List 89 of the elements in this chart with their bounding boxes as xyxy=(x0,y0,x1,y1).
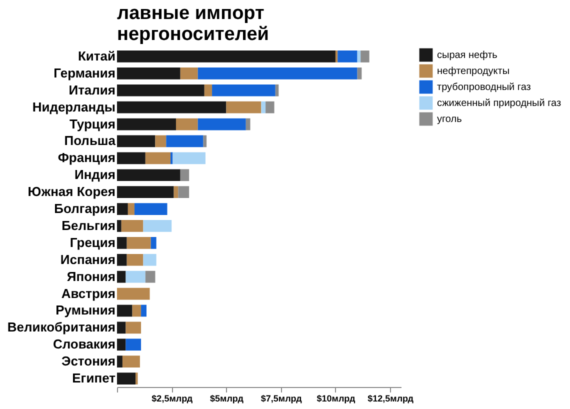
y-tick-label: Болгария xyxy=(54,201,116,216)
bar xyxy=(117,236,127,249)
bar xyxy=(117,135,156,148)
bar xyxy=(117,101,226,114)
bar xyxy=(132,304,142,317)
bar xyxy=(134,203,168,215)
bar xyxy=(145,152,171,164)
y-tick-label: Германия xyxy=(54,65,116,80)
bar xyxy=(357,67,362,80)
bar xyxy=(126,338,142,351)
bar xyxy=(126,270,146,283)
bar xyxy=(212,84,276,96)
bar xyxy=(180,169,190,182)
y-tick-label: Китай xyxy=(78,48,116,64)
y-tick-label: Великобритания xyxy=(7,320,116,335)
bar xyxy=(117,203,128,215)
bar xyxy=(122,356,140,368)
bar xyxy=(117,186,174,198)
bar xyxy=(117,356,122,368)
bar xyxy=(143,220,172,232)
bar xyxy=(126,322,142,334)
x-tick-label: $5млрд xyxy=(210,394,244,404)
bar xyxy=(275,84,279,96)
bar xyxy=(117,288,150,300)
bar xyxy=(246,118,250,130)
y-tick-label: Словакия xyxy=(52,336,116,352)
bar xyxy=(204,84,212,96)
y-tick-label: Южная Корея xyxy=(28,184,116,200)
bar xyxy=(178,186,190,198)
bar xyxy=(117,220,122,232)
y-tick-label: Египет xyxy=(72,370,116,386)
x-tick-label: $10млрд xyxy=(316,394,356,404)
y-tick-label: Турция xyxy=(69,116,116,132)
y-tick-label: Эстония xyxy=(61,354,116,369)
legend-label: уголь xyxy=(437,114,462,125)
y-tick-label: Румыния xyxy=(56,302,116,318)
bar xyxy=(338,50,358,62)
x-tick-label: $7,5млрд xyxy=(260,394,302,404)
bar xyxy=(180,67,198,80)
y-tick-label: Италия xyxy=(68,82,116,98)
bar xyxy=(150,236,156,249)
bar xyxy=(128,203,134,215)
y-tick-label: Польша xyxy=(64,133,116,148)
y-tick-label: Испания xyxy=(60,252,116,267)
bar xyxy=(145,270,156,283)
x-tick-label: $2,5млрд xyxy=(152,394,193,404)
bar xyxy=(357,50,361,62)
y-tick-label: Франция xyxy=(58,150,116,166)
bar xyxy=(166,135,204,148)
bar xyxy=(117,254,127,266)
bar xyxy=(117,270,126,283)
bar xyxy=(155,135,166,148)
bar xyxy=(226,101,262,114)
y-tick-label: Япония xyxy=(66,268,116,284)
legend-label: сырая нефть xyxy=(437,50,498,61)
y-tick-label: Бельгия xyxy=(62,218,116,233)
bar xyxy=(143,254,156,266)
x-tick-label: $12,5млрд xyxy=(368,394,414,404)
bar xyxy=(360,50,370,62)
y-tick-label: Индия xyxy=(74,167,116,182)
bar xyxy=(117,152,146,164)
legend-label: сжиженный природный газ xyxy=(437,98,562,109)
legend-label: нефтепродукты xyxy=(437,66,510,77)
legend-label: трубопроводный газ xyxy=(437,82,532,93)
bar xyxy=(117,169,180,182)
bar xyxy=(117,304,132,317)
bar xyxy=(141,304,146,317)
bar xyxy=(172,152,206,164)
bar xyxy=(117,338,126,351)
bar xyxy=(126,236,151,249)
bar xyxy=(261,101,266,114)
chart-title: лавные импорт нергоносителей xyxy=(117,3,269,45)
y-tick-label: Нидерланды xyxy=(32,99,116,114)
y-tick-label: Австрия xyxy=(61,286,116,301)
bar xyxy=(117,84,204,96)
bar xyxy=(121,220,144,232)
bar xyxy=(198,118,246,130)
bar xyxy=(174,186,178,198)
bar xyxy=(117,50,336,62)
bar xyxy=(335,50,338,62)
bar xyxy=(176,118,198,130)
y-tick-label: Греция xyxy=(70,234,116,250)
bar xyxy=(117,372,136,384)
bar xyxy=(126,254,144,266)
bar xyxy=(117,67,180,80)
bar xyxy=(198,67,358,80)
bar xyxy=(117,118,176,130)
bar xyxy=(266,101,274,114)
bar xyxy=(117,322,126,334)
